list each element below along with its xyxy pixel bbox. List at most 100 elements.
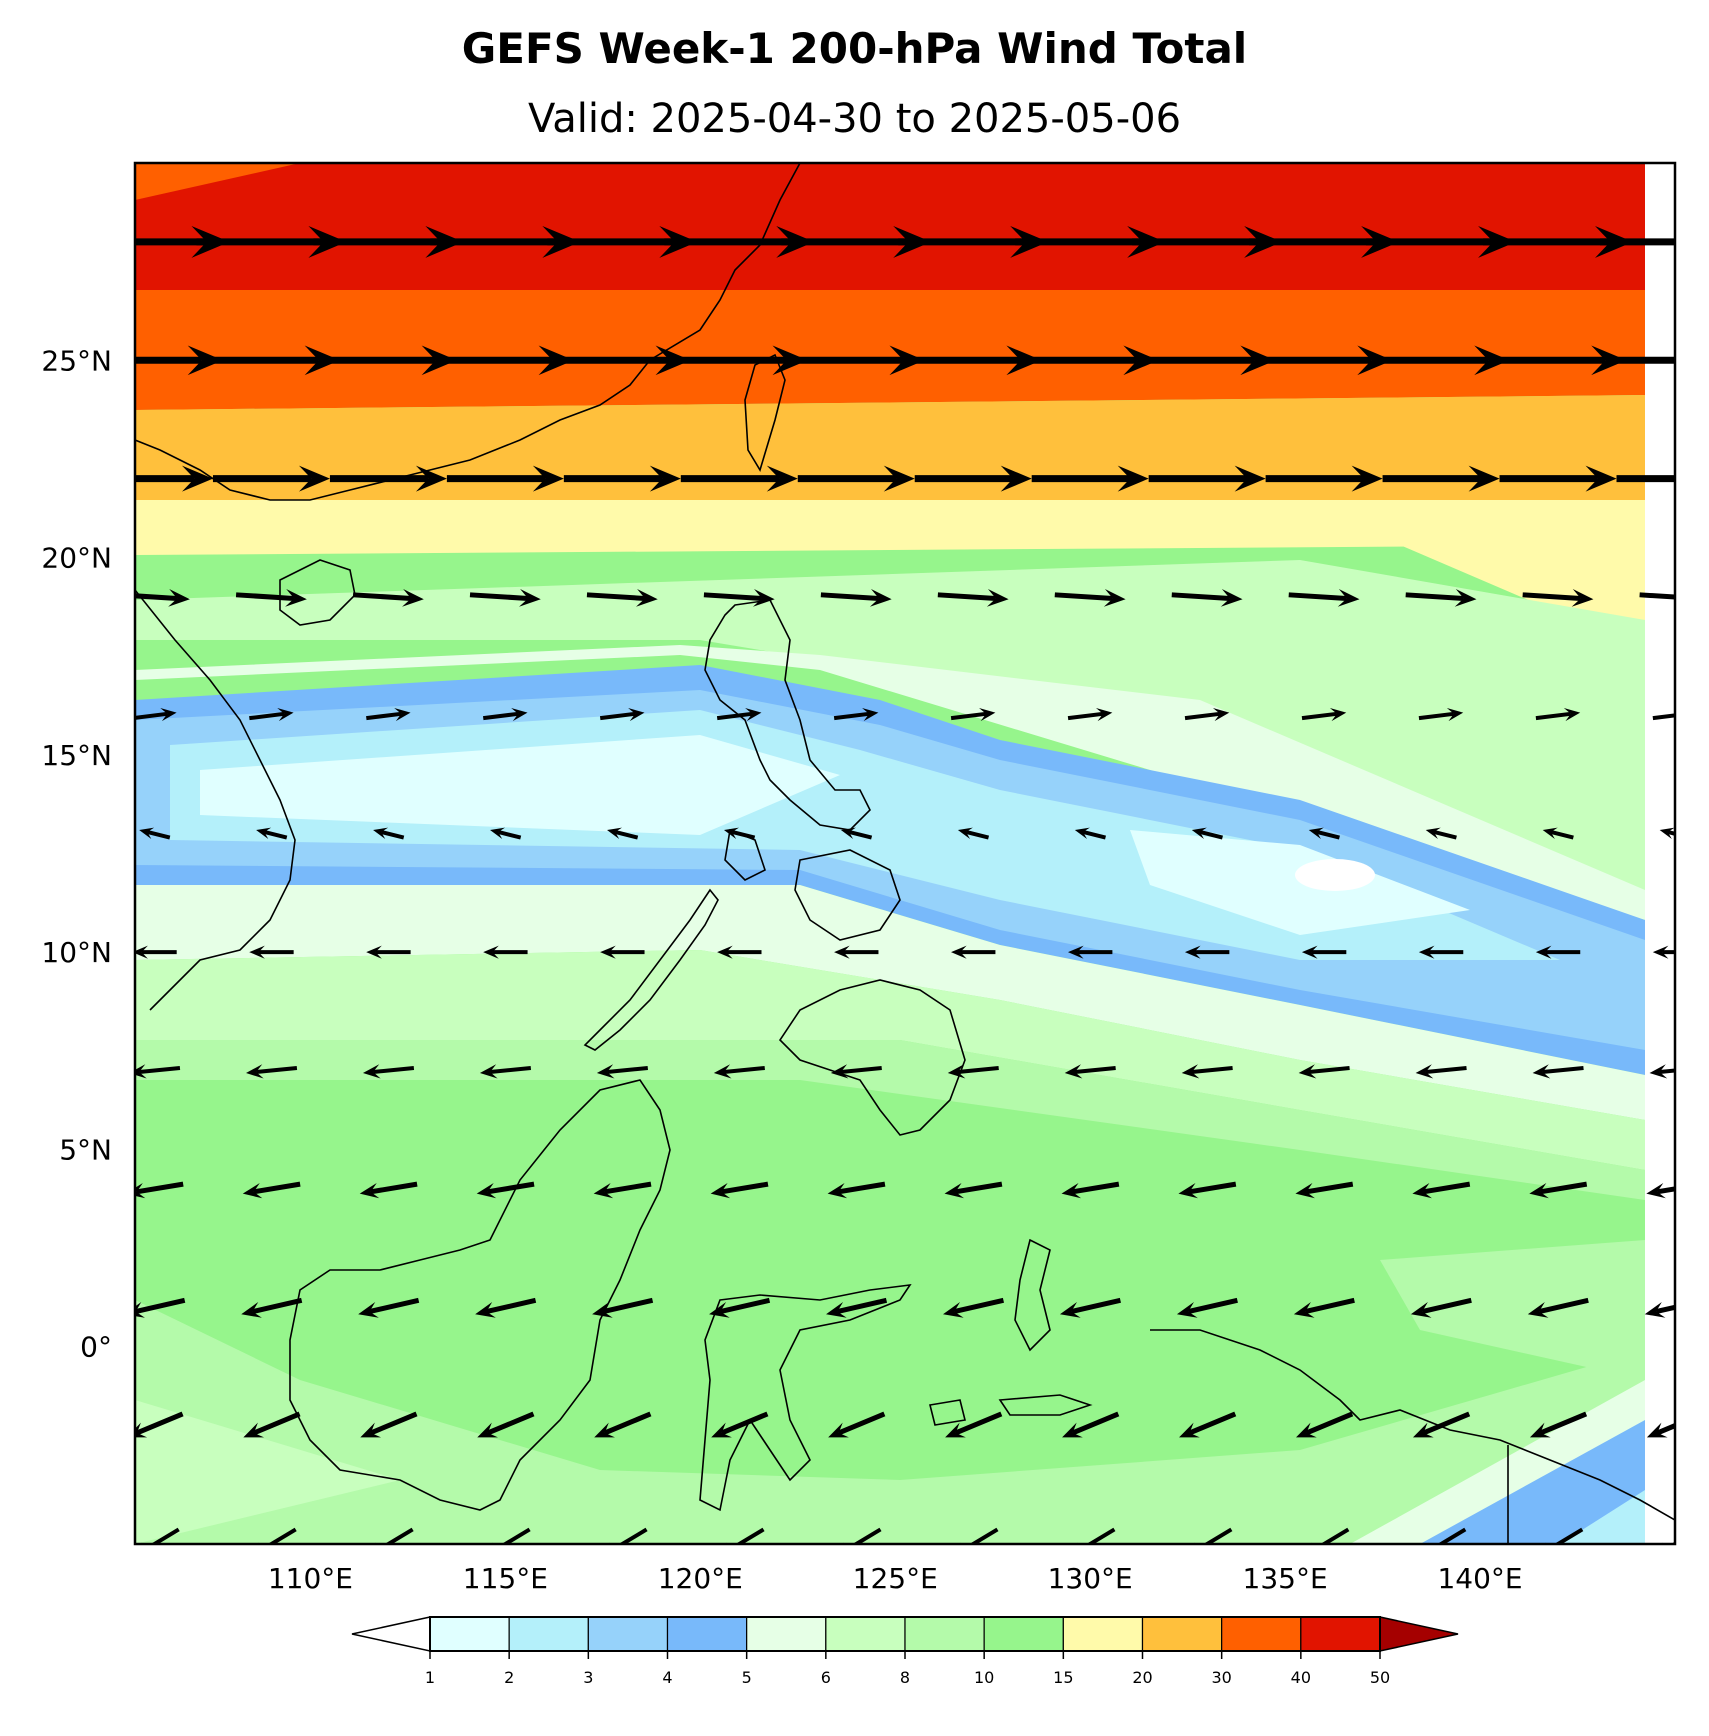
band-30-40-corner	[135, 163, 300, 200]
wind-arrow	[1178, 1181, 1237, 1199]
lat-label: 25°N	[41, 344, 112, 377]
colorbar-swatch	[1300, 1616, 1381, 1652]
map-subtitle: Valid: 2025-04-30 to 2025-05-06	[527, 96, 1182, 142]
wind-arrow	[490, 827, 522, 840]
wind-arrow	[135, 1181, 184, 1199]
wind-arrow	[947, 1064, 999, 1079]
wind-arrow	[951, 945, 996, 959]
wind-arrow	[1646, 1182, 1675, 1199]
wind-arrow	[249, 945, 294, 959]
colorbar-swatch	[666, 1616, 748, 1652]
wind-arrow	[483, 708, 528, 722]
wind-arrow	[943, 1297, 1005, 1318]
halmahera-island	[1014, 1238, 1051, 1352]
china-coast	[135, 163, 801, 501]
wind-arrow	[826, 1297, 888, 1318]
wind-arrow	[135, 1411, 184, 1438]
wind-arrow	[1649, 1064, 1675, 1079]
new-guinea-coast	[1150, 1329, 1675, 1521]
wind-arrow	[709, 1297, 771, 1318]
wind-arrow	[1059, 1297, 1121, 1318]
wind-arrow	[596, 1064, 648, 1079]
wind-arrow	[594, 1411, 652, 1438]
wind-arrow	[563, 465, 681, 492]
wind-arrow	[713, 1064, 765, 1079]
buru-island	[929, 1399, 966, 1426]
colorbar-tick-label: 20	[1132, 1668, 1152, 1687]
wind-arrow	[1067, 708, 1113, 722]
band-40-50	[135, 163, 1645, 303]
wind-arrow	[135, 1064, 181, 1079]
wind-arrow	[1295, 1181, 1354, 1199]
wind-arrow	[1031, 465, 1149, 492]
wind-arrow	[600, 945, 645, 959]
wind-arrow	[1532, 1064, 1584, 1079]
colorbar-swatch	[587, 1616, 669, 1652]
wind-arrow	[1184, 945, 1230, 959]
wind-arrow	[483, 945, 528, 959]
wind-arrow	[1179, 1411, 1237, 1438]
colorbar-tick-label: 15	[1053, 1668, 1073, 1687]
wind-arrow	[1412, 1181, 1471, 1199]
colorbar-tick-label: 50	[1370, 1668, 1390, 1687]
wind-arrow	[710, 1181, 769, 1199]
wind-arrow	[366, 945, 411, 959]
lat-label: 0°	[80, 1331, 112, 1364]
lat-label: 15°N	[41, 739, 112, 772]
wind-arrow	[723, 827, 756, 840]
wind-arrow	[373, 827, 405, 840]
wind-arrow	[599, 708, 645, 722]
wind-arrow	[1535, 708, 1581, 722]
wind-arrow	[362, 1064, 415, 1079]
wind-arrow	[1652, 945, 1675, 959]
lon-label: 110°E	[268, 1562, 353, 1595]
wind-arrow	[359, 1181, 418, 1199]
wind-arrow	[1181, 1064, 1233, 1079]
wind-arrow	[329, 465, 447, 492]
lon-label: 140°E	[1437, 1562, 1522, 1595]
band-5-6-north	[135, 645, 1645, 920]
wind-arrow	[477, 1411, 535, 1438]
coastlines	[135, 163, 1675, 1544]
wind-arrow	[711, 1411, 769, 1438]
colorbar-swatch	[746, 1616, 827, 1652]
band-6-8-south	[135, 950, 1645, 1170]
wind-arrow	[1288, 589, 1360, 607]
wind-arrow	[1293, 1297, 1355, 1318]
wind-arrow	[358, 1297, 420, 1318]
colorbar-over-arrow	[1379, 1616, 1459, 1652]
lat-label: 20°N	[41, 542, 112, 575]
wind-vectors	[135, 225, 1675, 1544]
wind-arrow	[256, 827, 288, 840]
visayas-islands	[794, 849, 901, 941]
wind-arrow	[446, 465, 564, 492]
wind-arrow	[235, 589, 307, 607]
lon-label: 120°E	[658, 1562, 743, 1595]
band-1-2-west	[200, 735, 840, 835]
wind-arrow	[1652, 713, 1675, 721]
wind-arrow	[1265, 465, 1383, 492]
wind-arrow	[1542, 827, 1574, 840]
luzon-island	[704, 599, 871, 831]
hainan-island	[279, 559, 356, 626]
longitude-labels: 110°E 115°E 120°E 125°E 130°E 135°E 140°E	[268, 1562, 1523, 1595]
wind-arrow	[827, 1181, 886, 1199]
band-8-10-north	[135, 560, 1645, 900]
wind-arrow	[1062, 1411, 1120, 1438]
band-6-8-southwest	[135, 1400, 400, 1544]
wind-arrow	[139, 827, 171, 840]
band-8-10-southwest	[135, 1300, 1645, 1544]
colorbar-tick-label: 4	[662, 1668, 672, 1687]
wind-arrow	[1639, 592, 1675, 600]
wind-arrow	[1659, 827, 1675, 840]
wind-arrow	[1425, 827, 1457, 840]
plot-frame	[133, 161, 1677, 1546]
wind-speed-field	[135, 163, 1675, 1544]
band-below-1	[1295, 859, 1375, 891]
sulawesi-island	[699, 1283, 912, 1512]
wind-arrow	[830, 1064, 882, 1079]
wind-arrow	[1382, 465, 1500, 492]
wind-arrow	[1418, 945, 1464, 959]
lon-label: 115°E	[463, 1562, 548, 1595]
wind-arrow	[833, 708, 879, 722]
